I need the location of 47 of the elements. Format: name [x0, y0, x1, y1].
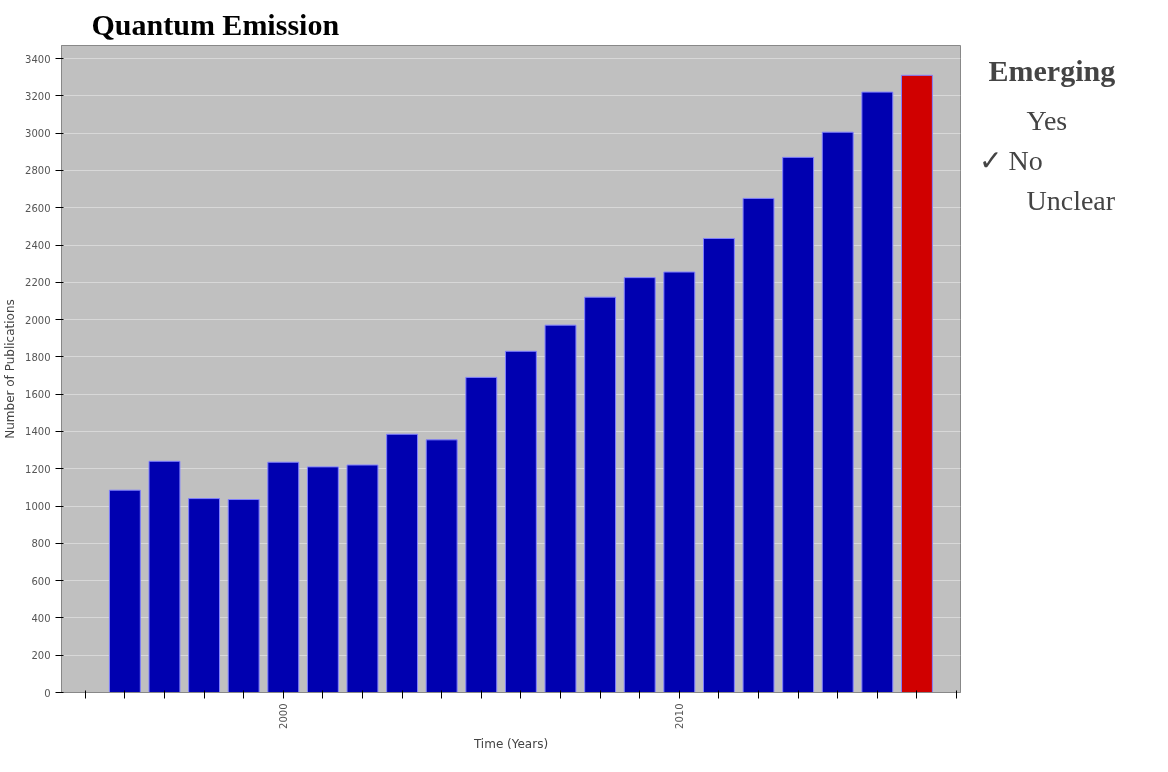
bar: [148, 460, 181, 693]
bar: [702, 237, 735, 693]
y-tick-label: 600: [31, 575, 51, 587]
y-tick-label: 1400: [25, 426, 51, 438]
y-tick-label: 800: [31, 538, 51, 550]
x-axis-title: Time (Years): [472, 736, 549, 751]
y-tick-label: 2800: [25, 165, 51, 177]
chart-title: Quantum Emission: [91, 7, 340, 41]
y-tick-label: 1000: [25, 501, 51, 513]
text: Yes: [1026, 105, 1068, 137]
bar: [861, 91, 894, 693]
y-tick-label: 0: [44, 687, 51, 699]
x-tick-label: 2010: [674, 703, 686, 729]
y-tick-label: 1200: [25, 463, 51, 475]
bar: [544, 324, 577, 693]
y-tick-label: 400: [31, 612, 51, 624]
bar: [623, 277, 656, 693]
bar: [465, 376, 498, 693]
y-tick-label: 2200: [25, 277, 51, 289]
bar: [425, 439, 458, 693]
text: Emerging: [988, 54, 1116, 88]
text: ✓ No: [978, 144, 1043, 176]
bar: [306, 466, 339, 693]
bar: [663, 271, 696, 693]
bar: [267, 461, 300, 693]
y-tick-label: 3000: [25, 128, 51, 140]
y-tick-label: 3200: [25, 90, 51, 102]
bar: [386, 433, 419, 693]
y-tick-label: 200: [31, 650, 51, 662]
text: Unclear: [1026, 185, 1116, 217]
y-tick-label: 2000: [25, 314, 51, 326]
y-tick-label: 1800: [25, 351, 51, 363]
bar: [227, 499, 260, 693]
bar: [900, 74, 933, 693]
bar: [782, 156, 815, 693]
y-tick-label: 3400: [25, 53, 51, 65]
y-tick-label: 1600: [25, 389, 51, 401]
bar: [108, 489, 141, 693]
bar: [346, 464, 379, 693]
bar: [584, 296, 617, 693]
bar: [742, 197, 775, 693]
bar: [821, 131, 854, 693]
bar: [188, 498, 221, 693]
y-axis-title: Number of Publications: [3, 299, 18, 439]
y-tick-label: 2600: [25, 202, 51, 214]
y-tick-label: 2400: [25, 240, 51, 252]
bar: [504, 350, 537, 693]
